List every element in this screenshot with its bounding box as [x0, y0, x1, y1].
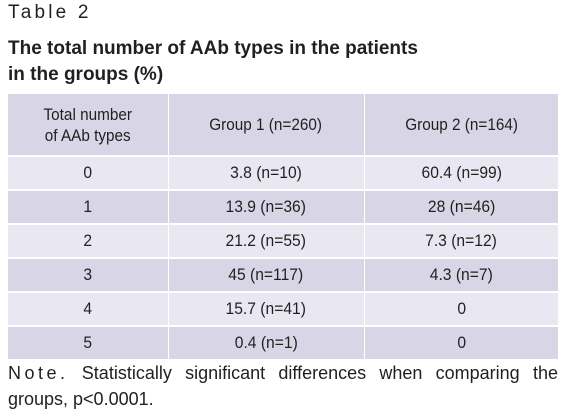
table-row: 2 21.2 (n=55) 7.3 (n=12) [8, 223, 558, 258]
cell-group-1-text: 21.2 (n=55) [225, 231, 307, 250]
cell-group-1: 21.2 (n=55) [167, 223, 364, 258]
cell-aab-count-text: 4 [83, 299, 93, 318]
cell-aab-count: 0 [8, 155, 168, 190]
cell-aab-count-text: 0 [83, 163, 93, 182]
cell-group-2-text: 28 (n=46) [427, 197, 495, 216]
header-group-1-label: Group 1 (n=260) [209, 115, 323, 134]
cell-group-2: 28 (n=46) [363, 189, 558, 224]
header-total-aab-types: Total number of AAb types [8, 94, 168, 156]
cell-aab-count: 5 [8, 325, 168, 359]
cell-group-2: 7.3 (n=12) [363, 223, 558, 258]
cell-aab-count-text: 1 [83, 197, 93, 216]
cell-aab-count: 2 [8, 223, 168, 258]
table-row: 0 3.8 (n=10) 60.4 (n=99) [8, 155, 558, 190]
table-row: 1 13.9 (n=36) 28 (n=46) [8, 189, 558, 224]
cell-group-1: 45 (n=117) [167, 257, 364, 292]
table-title-line-1: The total number of AAb types in the pat… [8, 38, 418, 59]
cell-group-1-text: 15.7 (n=41) [225, 299, 307, 318]
cell-group-1: 15.7 (n=41) [167, 291, 364, 326]
header-total-aab-types-line-2: of AAb types [44, 125, 131, 145]
table-row: 3 45 (n=117) 4.3 (n=7) [8, 257, 558, 292]
cell-aab-count: 3 [8, 257, 168, 292]
cell-aab-count: 4 [8, 291, 168, 326]
header-group-2: Group 2 (n=164) [363, 94, 558, 156]
table-row: 4 15.7 (n=41) 0 [8, 291, 558, 326]
cell-group-1: 0.4 (n=1) [167, 325, 364, 359]
cell-group-1-text: 0.4 (n=1) [234, 333, 298, 352]
cell-group-2-text: 0 [456, 333, 466, 352]
note-lead: Note. [8, 363, 69, 383]
cell-aab-count-text: 2 [83, 231, 93, 250]
cell-group-2-text: 7.3 (n=12) [425, 231, 498, 250]
cell-group-2: 4.3 (n=7) [363, 257, 558, 292]
cell-group-1: 3.8 (n=10) [167, 155, 364, 190]
cell-group-1-text: 45 (n=117) [228, 265, 304, 284]
cell-group-2: 60.4 (n=99) [363, 155, 558, 190]
cell-group-2: 0 [363, 325, 558, 359]
table-title: The total number of AAb types in the pat… [8, 36, 528, 88]
header-group-1: Group 1 (n=260) [167, 94, 364, 156]
header-total-aab-types-line-1: Total number [43, 104, 132, 124]
cell-group-2: 0 [363, 291, 558, 326]
cell-group-2-text: 4.3 (n=7) [429, 265, 493, 284]
cell-aab-count-text: 5 [83, 333, 93, 352]
table-row: 5 0.4 (n=1) 0 [8, 325, 558, 359]
cell-group-1-text: 3.8 (n=10) [230, 163, 302, 182]
cell-group-2-text: 60.4 (n=99) [421, 163, 502, 182]
table-note: Note. Statistically significant differen… [8, 360, 558, 412]
cell-group-2-text: 0 [456, 299, 466, 318]
table-header-row: Total number of AAb types Group 1 (n=260… [8, 94, 558, 156]
cell-group-1-text: 13.9 (n=36) [225, 197, 307, 216]
header-group-2-label: Group 2 (n=164) [404, 115, 518, 134]
note-text: Statistically significant differences wh… [8, 363, 558, 409]
table-title-line-2: in the groups (%) [8, 64, 164, 85]
cell-aab-count: 1 [8, 189, 168, 224]
cell-group-1: 13.9 (n=36) [167, 189, 364, 224]
table-label: Table 2 [8, 2, 92, 23]
aab-types-table: Total number of AAb types Group 1 (n=260… [8, 94, 558, 359]
cell-aab-count-text: 3 [83, 265, 93, 284]
